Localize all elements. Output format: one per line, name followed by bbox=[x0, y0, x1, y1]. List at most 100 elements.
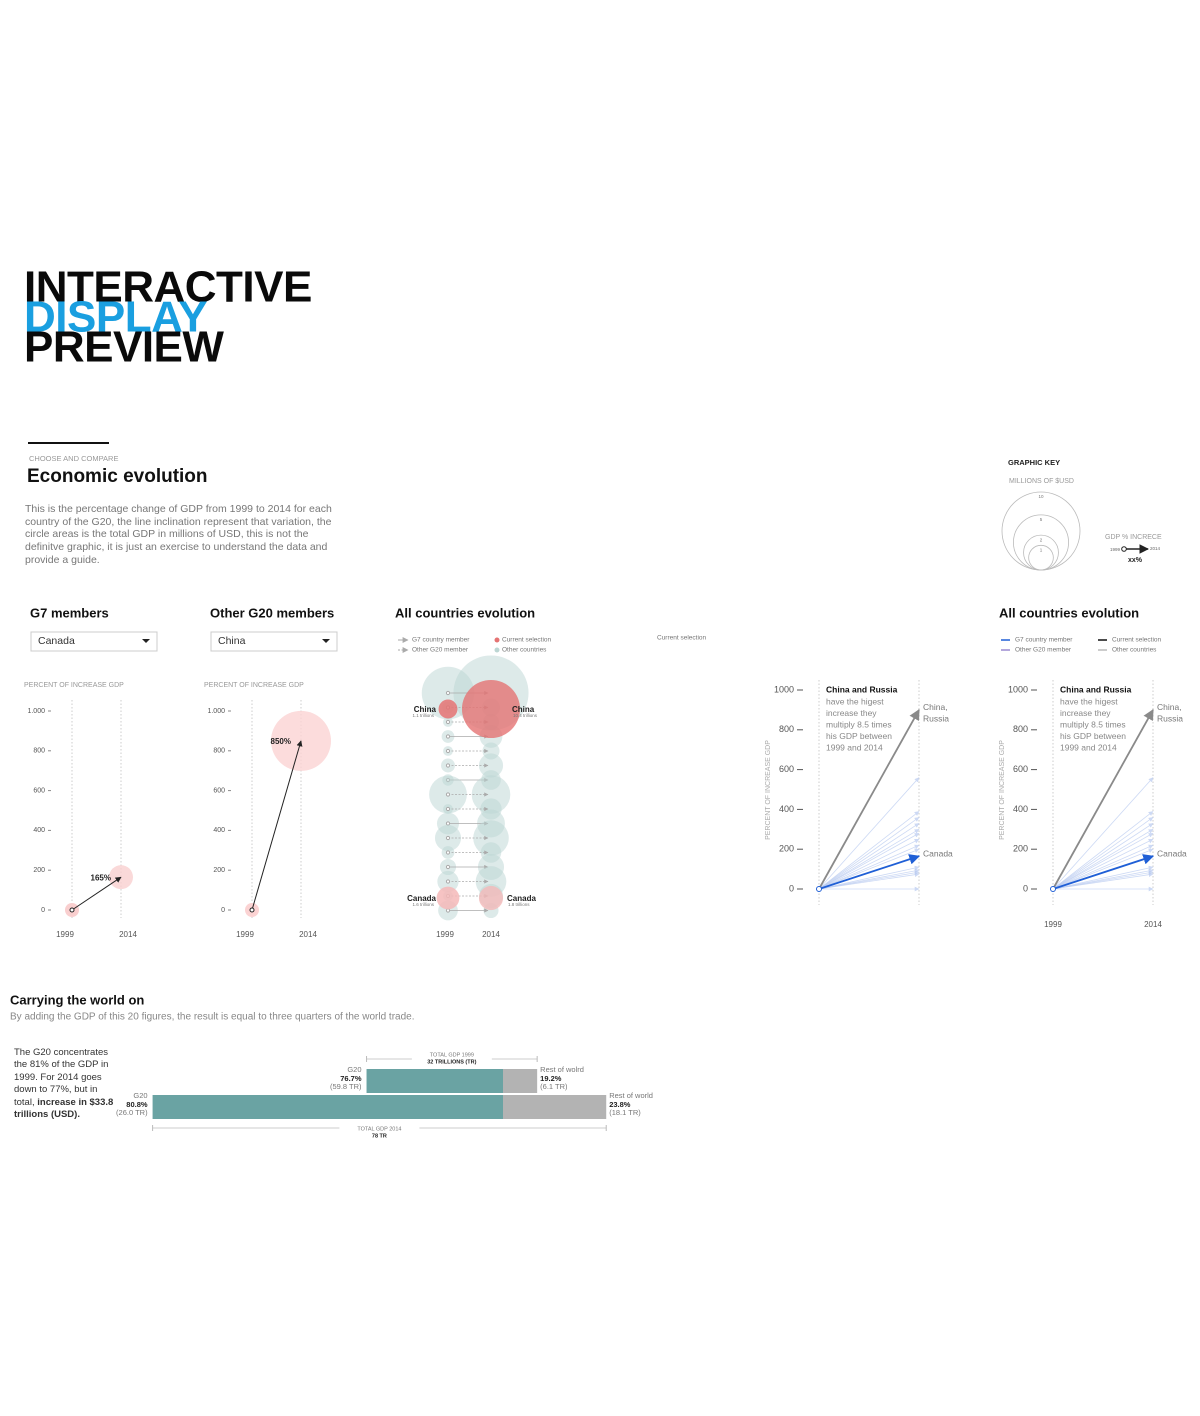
annotation-title: China and Russia bbox=[1060, 684, 1132, 694]
y-tick-label: 400 bbox=[213, 827, 225, 834]
rest-bar bbox=[503, 1069, 538, 1093]
dropdown-value: Canada bbox=[38, 635, 75, 647]
annotation-line: 1999 and 2014 bbox=[1060, 743, 1117, 753]
slope-arrow bbox=[251, 740, 303, 911]
bar-amount: (26.0 TR) bbox=[116, 1108, 148, 1117]
y-tick-label: 600 bbox=[213, 787, 225, 794]
series-label: Canada bbox=[923, 848, 953, 858]
row-dot bbox=[445, 763, 451, 768]
country-line bbox=[818, 848, 920, 890]
x-label: 1999 bbox=[56, 930, 74, 939]
dropdown[interactable]: Canada bbox=[30, 631, 158, 652]
series-line bbox=[1052, 854, 1155, 890]
dropdown-box bbox=[210, 631, 338, 652]
bar-share: 80.8% bbox=[126, 1100, 148, 1109]
row-dot bbox=[445, 792, 451, 797]
bar-name: Rest of wolrd bbox=[540, 1065, 584, 1074]
origin-dot bbox=[1050, 886, 1056, 892]
bubble-label: China bbox=[414, 705, 437, 714]
panel-title: Other G20 members bbox=[210, 605, 334, 620]
x-label: 1999 bbox=[1044, 920, 1062, 929]
dropdown[interactable]: China bbox=[210, 631, 338, 652]
section-title: Carrying the world on bbox=[10, 992, 144, 1007]
bubble bbox=[473, 820, 509, 856]
dropdown-caret bbox=[322, 639, 330, 643]
legend-label: Other countries bbox=[502, 647, 547, 654]
row-dot bbox=[445, 690, 451, 696]
share-note: The G20 concentrates the 81% of the GDP … bbox=[14, 1047, 114, 1121]
value-label: 850% bbox=[271, 737, 291, 746]
y-tick-label: 600 bbox=[1013, 764, 1028, 774]
bar-amount: (59.8 TR) bbox=[330, 1082, 362, 1091]
key-unit: MILLIONS OF $USD bbox=[1009, 478, 1074, 485]
y-tick-label: 400 bbox=[1013, 804, 1028, 814]
y-tick-label: 200 bbox=[779, 844, 794, 854]
key-circle-label: 10 bbox=[1038, 494, 1044, 499]
country-line bbox=[1052, 828, 1154, 890]
origin-dot bbox=[816, 886, 822, 892]
x-label: 2014 bbox=[1144, 920, 1162, 929]
series-line bbox=[818, 708, 920, 890]
y-tick-label: 1000 bbox=[1008, 684, 1028, 694]
chart-title: All countries evolution bbox=[999, 605, 1139, 620]
y-tick-label: 800 bbox=[33, 748, 45, 755]
row-dot bbox=[445, 864, 451, 870]
row-dot bbox=[445, 850, 451, 855]
key-circle-label: 2 bbox=[1040, 537, 1043, 542]
axis-title: PERCENT OF INCREASE GDP bbox=[999, 740, 1006, 840]
total-title: TOTAL GDP 2014 bbox=[357, 1126, 401, 1132]
series-line bbox=[818, 854, 921, 890]
y-tick-label: 800 bbox=[779, 724, 794, 734]
dropdown-caret bbox=[142, 639, 150, 643]
section-title: Economic evolution bbox=[27, 466, 208, 487]
panel-title: G7 members bbox=[30, 605, 109, 620]
bubble-sub: 1.6 trillions bbox=[412, 902, 434, 907]
selected-bubble bbox=[478, 885, 504, 911]
country-line bbox=[1052, 844, 1154, 890]
y-tick-label: 400 bbox=[779, 804, 794, 814]
y-tick-label: 800 bbox=[1013, 724, 1028, 734]
y-tick-label: 0 bbox=[41, 907, 45, 914]
series-label: China, bbox=[923, 702, 948, 712]
bar-name: G20 bbox=[347, 1065, 361, 1074]
annotation-line: have the higest bbox=[1060, 696, 1118, 706]
annotation-line: multiply 8.5 times bbox=[1060, 719, 1126, 729]
bubble-label: China bbox=[512, 705, 535, 714]
bar-share: 19.2% bbox=[540, 1074, 562, 1083]
key-circle bbox=[1028, 544, 1054, 571]
series-label: Russia bbox=[923, 714, 949, 724]
bubble-label: Canada bbox=[507, 894, 536, 903]
annotation-line: increase they bbox=[1060, 708, 1111, 718]
key-from: 1999 bbox=[1110, 547, 1121, 552]
key-circle-label: 5 bbox=[1040, 517, 1043, 522]
rest-bar bbox=[503, 1095, 607, 1119]
legend-key bbox=[494, 637, 500, 643]
country-line bbox=[818, 822, 920, 890]
annotation-line: his GDP between bbox=[1060, 731, 1126, 741]
country-line bbox=[818, 811, 920, 890]
x-label: 2014 bbox=[299, 930, 317, 939]
bar-amount: (6.1 TR) bbox=[540, 1082, 568, 1091]
bubble bbox=[478, 753, 504, 778]
y-tick-label: 1.000 bbox=[27, 708, 45, 715]
series-label: Canada bbox=[1157, 848, 1187, 858]
bubble bbox=[471, 775, 511, 814]
y-tick-label: 200 bbox=[33, 867, 45, 874]
g20-bar bbox=[366, 1069, 503, 1093]
series-label: China, bbox=[1157, 702, 1182, 712]
total-label: 32 TRILLIONS (TR) bbox=[427, 1059, 476, 1065]
y-tick-label: 1.000 bbox=[207, 708, 225, 715]
row-dot bbox=[445, 879, 451, 884]
legend-label: Current selection bbox=[1112, 637, 1162, 644]
annotation-line: his GDP between bbox=[826, 731, 892, 741]
country-line bbox=[818, 828, 920, 890]
bracket-gap bbox=[411, 1051, 492, 1067]
country-line bbox=[1052, 817, 1154, 890]
total-title: TOTAL GDP 1999 bbox=[430, 1052, 474, 1058]
x-label: 2014 bbox=[119, 930, 137, 939]
value-label: 165% bbox=[91, 873, 111, 882]
key-arrow-label: xx% bbox=[1128, 557, 1143, 564]
country-line bbox=[1052, 865, 1154, 890]
g20-bar bbox=[152, 1095, 504, 1119]
